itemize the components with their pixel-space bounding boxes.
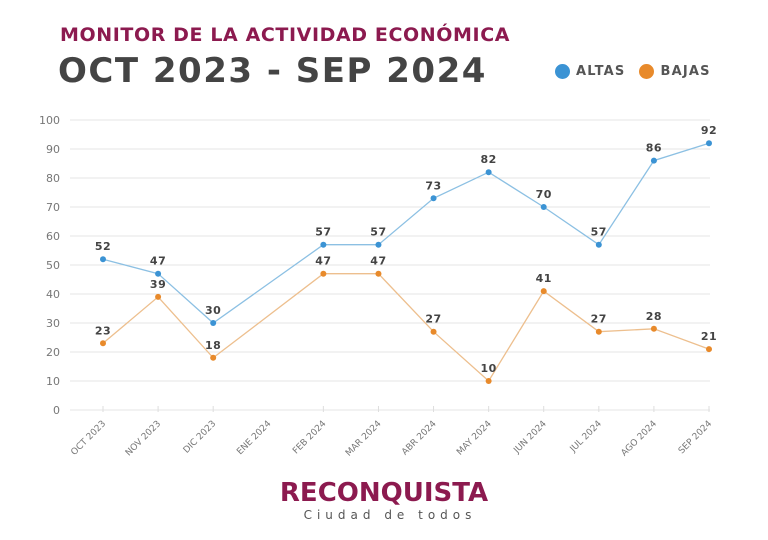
y-tick-label-80: 80	[46, 172, 60, 185]
y-tick-label-30: 30	[46, 317, 60, 330]
legend: ALTAS BAJAS	[555, 64, 711, 79]
data-point-altas	[706, 140, 712, 147]
legend-item-bajas: BAJAS	[639, 64, 710, 79]
legend-label-altas: ALTAS	[576, 64, 626, 79]
data-point-bajas	[706, 346, 712, 353]
data-label-bajas: 47	[315, 255, 331, 268]
legend-dot-bajas	[639, 64, 655, 79]
x-tick-label: ENE 2024	[235, 419, 273, 457]
chart-title: OCT 2023 - SEP 2024	[58, 51, 487, 91]
data-label-bajas: 47	[370, 255, 386, 268]
x-tick-label: OCT 2023	[69, 419, 108, 458]
data-point-altas	[375, 241, 382, 248]
data-point-altas	[595, 241, 602, 248]
data-label-altas: 52	[95, 240, 111, 253]
y-tick-label-70: 70	[46, 201, 60, 214]
logo-name: RECONQUISTA	[279, 478, 489, 508]
data-label-bajas: 41	[536, 272, 552, 285]
data-label-altas: 57	[315, 226, 331, 239]
y-tick-label-60: 60	[46, 230, 60, 243]
series-line-altas	[102, 142, 710, 324]
x-tick-label: FEB 2024	[291, 419, 329, 457]
data-point-bajas	[430, 328, 437, 335]
data-point-altas	[100, 256, 106, 263]
data-point-bajas	[100, 340, 106, 347]
x-tick-label: MAY 2024	[455, 419, 494, 458]
series-line-bajas	[102, 273, 710, 383]
logo: RECONQUISTA Ciudad de todos	[0, 478, 768, 522]
data-point-altas	[485, 169, 492, 176]
x-tick-label: SEP 2024	[677, 419, 714, 456]
data-label-altas: 73	[425, 179, 441, 192]
x-tick-label: MAR 2024	[344, 419, 384, 459]
legend-dot-altas	[555, 64, 570, 79]
y-tick-label-40: 40	[46, 288, 60, 301]
data-label-bajas: 23	[95, 324, 111, 337]
x-tick-label: ABR 2024	[400, 419, 439, 458]
data-point-bajas	[595, 328, 602, 335]
data-point-bajas	[210, 354, 217, 361]
data-point-bajas	[650, 325, 657, 332]
data-label-bajas: 27	[425, 313, 441, 326]
data-point-altas	[210, 320, 217, 326]
legend-label-bajas: BAJAS	[660, 64, 711, 79]
data-point-bajas	[485, 378, 492, 384]
data-point-bajas	[375, 270, 382, 277]
data-label-altas: 70	[536, 188, 552, 201]
y-tick-label-100: 100	[39, 114, 60, 127]
data-label-bajas: 21	[701, 330, 717, 343]
y-tick-label-10: 10	[46, 375, 60, 388]
data-label-altas: 57	[591, 226, 607, 239]
data-label-bajas: 28	[646, 310, 662, 323]
data-label-altas: 82	[480, 153, 496, 166]
y-tick-label-0: 0	[53, 404, 60, 417]
x-tick-label: DIC 2023	[182, 419, 219, 456]
y-tick-label-50: 50	[46, 259, 60, 272]
x-tick-label: AGO 2024	[620, 419, 660, 459]
data-point-altas	[540, 204, 547, 210]
data-label-bajas: 39	[150, 278, 166, 291]
line-chart: 0 10 20 30 40 50 60 70 80 90 100 OCT 2023 NOV 2023 DI…	[39, 114, 717, 459]
x-tick-label: NOV 2023	[124, 419, 163, 458]
data-point-bajas	[155, 293, 162, 300]
y-tick-label-90: 90	[46, 143, 60, 156]
data-label-altas: 92	[701, 124, 717, 137]
data-label-altas: 30	[205, 304, 221, 317]
data-label-bajas: 18	[205, 339, 221, 352]
y-tick-label-20: 20	[46, 346, 60, 359]
logo-tagline: Ciudad de todos	[303, 508, 477, 522]
legend-item-altas: ALTAS	[555, 64, 625, 79]
data-point-bajas	[540, 288, 547, 295]
data-point-altas	[155, 270, 162, 277]
data-point-altas	[430, 195, 437, 202]
data-label-altas: 86	[646, 142, 662, 155]
data-label-altas: 57	[370, 226, 386, 239]
x-tick-label: JUL 2024	[568, 419, 604, 455]
data-label-bajas: 10	[480, 362, 496, 375]
data-point-altas	[320, 241, 327, 248]
data-point-bajas	[320, 270, 327, 277]
data-point-altas	[650, 157, 657, 164]
chart-subtitle: MONITOR DE LA ACTIVIDAD ECONÓMICA	[60, 24, 511, 46]
data-label-bajas: 27	[591, 313, 607, 326]
x-tick-label: JUN 2024	[512, 419, 549, 456]
data-label-altas: 47	[150, 255, 166, 268]
